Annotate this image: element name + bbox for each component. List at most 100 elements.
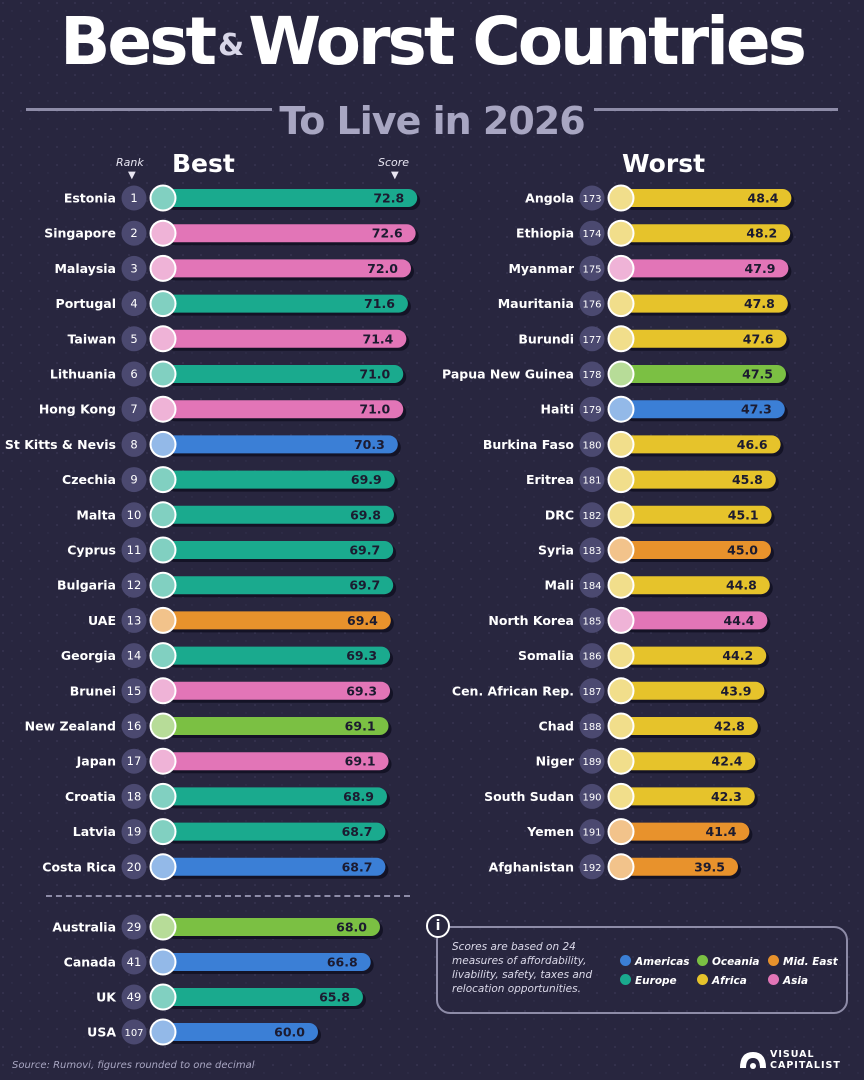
rank-label-mauritania: 176 [582, 300, 601, 311]
country-label-czechia: Czechia [62, 472, 116, 487]
legend-item-americas: Americas [620, 955, 690, 968]
brand-name: VISUAL CAPITALIST [770, 1049, 841, 1071]
flag-fill [609, 292, 633, 316]
rank-label-cyprus: 11 [127, 543, 142, 557]
rank-label-south-sudan: 190 [582, 792, 601, 803]
rank-badge [121, 949, 147, 975]
country-label-latvia: Latvia [73, 824, 116, 839]
best-header: Best [172, 149, 235, 178]
country-label-cyprus: Cyprus [67, 543, 116, 558]
score-label-chad: 42.8 [714, 719, 745, 734]
rank-badge [121, 607, 147, 633]
source-note: Source: Rumovi, figures rounded to one d… [12, 1060, 255, 1071]
rank-badge [579, 467, 605, 493]
flag-fill [609, 362, 633, 386]
flag-fill [151, 855, 175, 879]
country-label-brunei: Brunei [70, 683, 116, 698]
rank-badge [579, 502, 605, 528]
bar-taiwan [163, 329, 407, 348]
rank-label-croatia: 18 [127, 789, 142, 803]
score-label-bulgaria: 69.7 [349, 578, 380, 593]
country-label-niger: Niger [536, 754, 575, 769]
flag-fill [609, 714, 633, 738]
score-label-uk: 65.8 [319, 990, 350, 1005]
rank-label-bulgaria: 12 [127, 578, 142, 592]
rank-badge [121, 537, 147, 563]
flag-fill [609, 749, 633, 773]
rank-label-yemen: 191 [582, 828, 601, 839]
rank-badge [121, 467, 147, 493]
score-arrow-icon: ▼ [391, 170, 399, 181]
rank-label-syria: 183 [582, 546, 601, 557]
flag-fill [609, 256, 633, 280]
rank-label-somalia: 186 [582, 652, 601, 663]
flag-fill [609, 784, 633, 808]
score-label-japan: 69.1 [345, 754, 376, 769]
bar-usa [163, 1023, 318, 1041]
flag-fill [151, 679, 175, 703]
flag-fill [609, 221, 633, 245]
bar-myanmar [621, 259, 789, 278]
bar-chad [621, 717, 758, 735]
rank-badge [121, 431, 147, 457]
title-rule-right [594, 108, 838, 111]
bar-cyprus [163, 541, 394, 559]
bar-burkina-faso [621, 435, 781, 454]
score-label-mali: 44.8 [726, 578, 757, 593]
bar-afghanistan [621, 857, 738, 876]
legend-item-oceania: Oceania [697, 955, 760, 968]
score-label-drc: 45.1 [728, 507, 759, 522]
score-label-portugal: 71.6 [364, 296, 395, 311]
flag-fill [151, 432, 175, 456]
rank-badge [121, 713, 147, 739]
rank-badge [121, 748, 147, 774]
country-label-croatia: Croatia [65, 789, 116, 804]
score-label-eritrea: 45.8 [732, 472, 763, 487]
country-label-syria: Syria [538, 543, 574, 558]
country-label-georgia: Georgia [61, 648, 116, 663]
score-label-haiti: 47.3 [741, 402, 772, 417]
rank-label-niger: 189 [582, 757, 601, 768]
score-label-niger: 42.4 [712, 754, 743, 769]
country-label-canada: Canada [64, 955, 116, 970]
bar-georgia [163, 646, 391, 665]
rank-badge [121, 854, 147, 880]
flag-fill [609, 573, 633, 597]
score-label-somalia: 44.2 [722, 648, 753, 663]
rank-label-taiwan: 5 [130, 332, 137, 346]
score-label-hong-kong: 71.0 [359, 402, 390, 417]
flag-fill [609, 608, 633, 632]
country-label-hong-kong: Hong Kong [39, 402, 116, 417]
bar-niger [621, 752, 756, 771]
rank-label-brunei: 15 [127, 684, 142, 698]
rank-badge [121, 255, 147, 281]
rank-badge [579, 678, 605, 704]
country-label-malta: Malta [76, 507, 116, 522]
score-header: Score [378, 156, 410, 169]
score-label-cen-african-rep: 43.9 [721, 683, 752, 698]
bar-bulgaria [163, 576, 394, 595]
country-label-mauritania: Mauritania [498, 296, 574, 311]
rank-badge [579, 361, 605, 387]
flag-fill [151, 221, 175, 245]
rank-label-singapore: 2 [130, 226, 137, 240]
page-subtitle: To Live in 2026 [279, 99, 585, 143]
bar-mali [621, 576, 770, 595]
rank-badge [121, 396, 147, 422]
bar-malaysia [163, 259, 411, 278]
rank-badge [121, 291, 147, 317]
methodology-note: Scores are based on 24 measures of affor… [452, 941, 593, 995]
bar-portugal [163, 294, 408, 313]
rank-badge [579, 537, 605, 563]
score-label-angola: 48.4 [748, 191, 779, 206]
rank-label-malaysia: 3 [130, 261, 137, 275]
rank-badge [121, 914, 147, 940]
rank-badge [121, 220, 147, 246]
country-label-taiwan: Taiwan [67, 331, 116, 346]
legend-item-mid-east: Mid. East [768, 955, 838, 968]
bar-st-kitts-nevis [163, 435, 398, 454]
score-label-malta: 69.8 [350, 507, 381, 522]
country-label-drc: DRC [545, 507, 574, 522]
